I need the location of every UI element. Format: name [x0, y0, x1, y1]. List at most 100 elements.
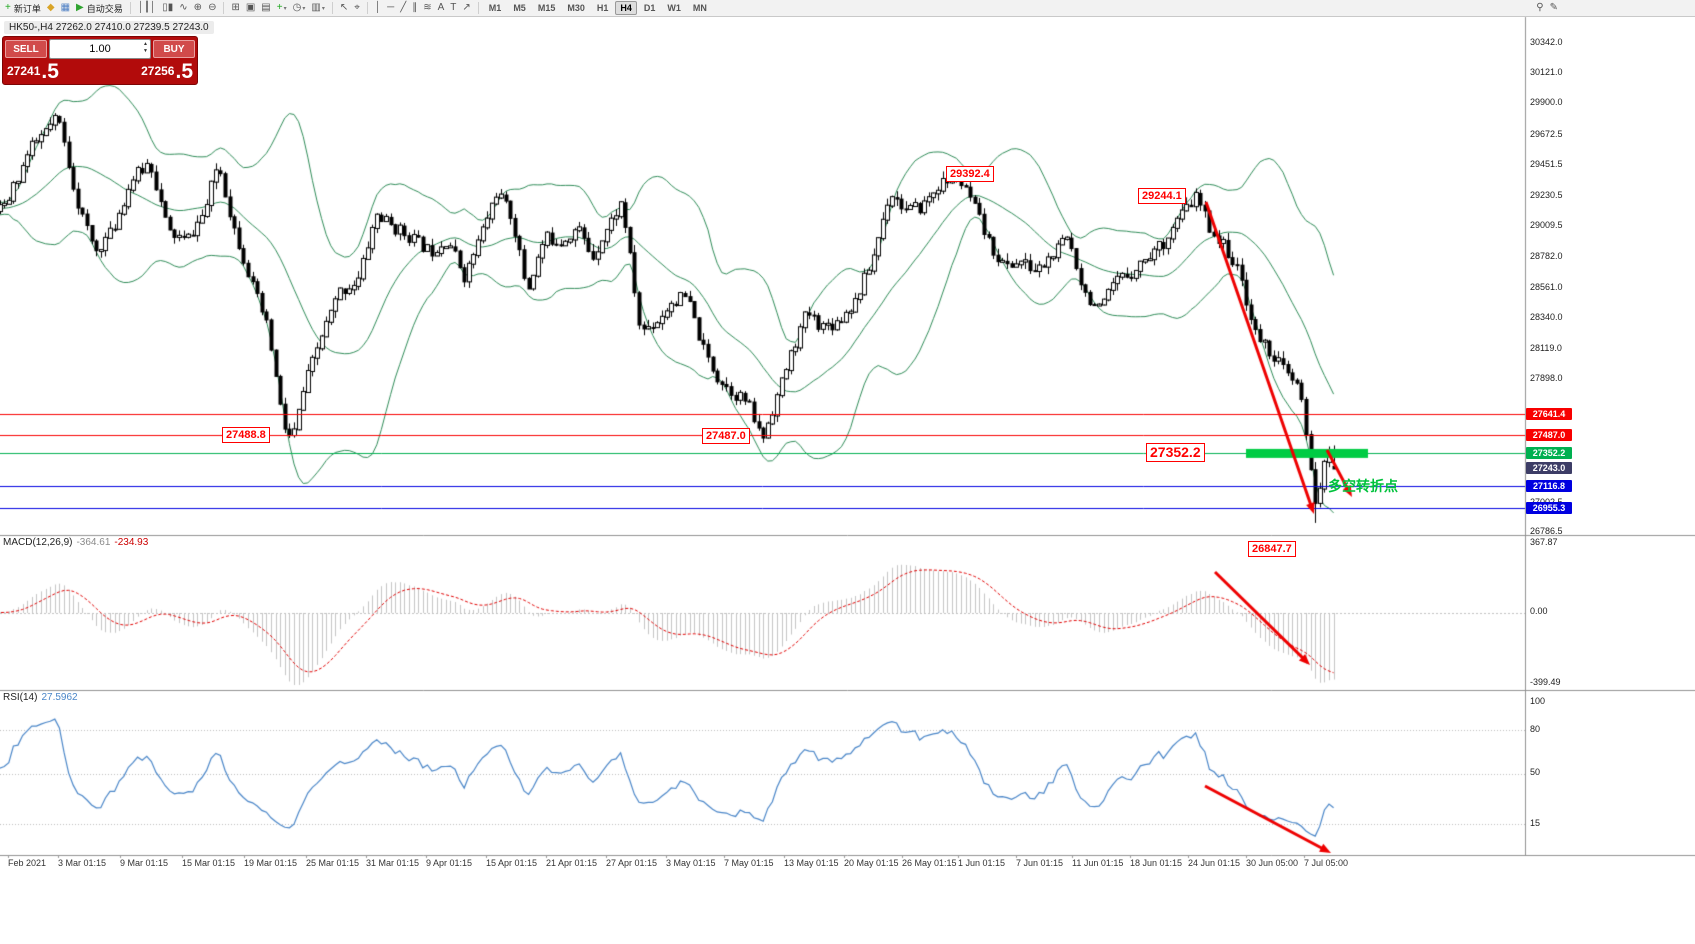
chart-ohlc-values: 27262.0 27410.0 27239.5 27243.0 — [55, 22, 209, 33]
toolbar-separator — [129, 2, 131, 14]
edit-icon: ✎ — [1549, 2, 1558, 13]
fibonacci-button[interactable]: ≋ — [420, 1, 434, 16]
line-chart-icon: ∿ — [179, 2, 188, 13]
cascade-windows-button[interactable]: ▤ — [258, 1, 273, 16]
period-icon: ◷ — [292, 2, 302, 13]
turning-point-note: 多空转折点 — [1328, 478, 1398, 494]
zoom-out-button[interactable]: ⊖ — [205, 1, 219, 16]
text-button[interactable]: A — [435, 1, 448, 16]
bar-chart-button[interactable]: │┃│ — [135, 1, 160, 16]
chart-symbol-period: HK50-,H4 — [9, 22, 53, 33]
timeframe-m30-button[interactable]: M30 — [567, 3, 585, 13]
one-click-trading-panel: SELL 1.00 ▲ ▼ BUY 27241 .5 27256 .5 — [2, 36, 198, 85]
timeframe-m5-button[interactable]: M5 — [513, 3, 526, 13]
search-icon: ⚲ — [1536, 2, 1544, 13]
timeframe-m15-button[interactable]: M15 — [537, 3, 556, 13]
search-button[interactable]: ⚲ — [1533, 1, 1546, 16]
timeframe-mn-button[interactable]: MN — [692, 3, 707, 13]
edit-button[interactable]: ✎ — [1547, 1, 1561, 16]
buy-price: 27256 .5 — [141, 60, 193, 82]
arrow-tool-button[interactable]: ↗ — [459, 1, 473, 16]
crosshair-icon: ⌖ — [354, 2, 360, 13]
macd-main-value: -364.61 — [76, 537, 111, 548]
toolbar-separator — [366, 2, 368, 14]
text-icon: A — [437, 2, 445, 13]
timeframe-m1-button[interactable]: M1 — [488, 3, 502, 13]
buy-button[interactable]: BUY — [153, 40, 195, 58]
timeframe-h4-button[interactable]: H4 — [615, 1, 637, 15]
sell-price-int: 27241 — [7, 64, 41, 78]
buy-price-int: 27256 — [141, 64, 175, 78]
candlestick-chart-icon: ▯▮ — [162, 2, 174, 13]
label-button[interactable]: T — [447, 1, 459, 16]
macd-indicator-label: MACD(12,26,9) -364.61 -234.93 — [3, 537, 148, 548]
autotrading-label: 自动交易 — [86, 3, 123, 14]
new-order-label: 新订单 — [13, 3, 41, 14]
line-chart-button[interactable]: ∿ — [176, 1, 190, 16]
price-axis[interactable] — [1525, 17, 1695, 855]
tile-windows-button[interactable]: ▣ — [243, 1, 258, 16]
toolbar-separator — [223, 2, 225, 14]
trendline-button[interactable]: ╱ — [397, 1, 409, 16]
timeframe-h1-button[interactable]: H1 — [596, 3, 609, 13]
zoom-in-icon: ⊕ — [193, 2, 203, 13]
cascade-windows-icon: ▤ — [261, 2, 271, 13]
volume-increase-button[interactable]: ▲ — [143, 41, 148, 47]
caret-down-icon: ▾ — [321, 5, 325, 12]
horizontal-line-icon: ─ — [387, 2, 395, 13]
macd-name: MACD(12,26,9) — [3, 537, 73, 548]
toolbar-separator — [331, 2, 333, 14]
candlestick-chart-button[interactable]: ▯▮ — [159, 1, 176, 16]
toolbar: + 新订单 ◆ ▦ ▶ 自动交易 │┃│ ▯▮ ∿ ⊕ ⊖ ⊞ ▣ ▤ + ▾ ◷ ▾ ▥ ▾ ↖ ⌖ │ ─ ╱ ∥ ≋ A T ↗ M1… — [0, 0, 1695, 17]
new-order-icon: + — [5, 2, 11, 13]
tile-windows-icon: ▣ — [245, 2, 256, 13]
channel-button[interactable]: ∥ — [409, 1, 420, 16]
terminal-button[interactable]: ▦ — [58, 1, 73, 16]
period-button[interactable]: ◷ ▾ — [290, 1, 309, 16]
grid-button[interactable]: ⊞ — [228, 1, 242, 16]
volume-stepper[interactable]: 1.00 ▲ ▼ — [49, 39, 151, 59]
caret-down-icon: ▾ — [302, 5, 306, 12]
trendline-icon: ╱ — [400, 2, 407, 13]
add-indicator-button[interactable]: + ▾ — [274, 1, 290, 16]
timeframe-d1-button[interactable]: D1 — [643, 3, 656, 13]
sell-price: 27241 .5 — [7, 60, 59, 82]
crosshair-button[interactable]: ⌖ — [351, 1, 363, 16]
timeframe-w1-button[interactable]: W1 — [667, 3, 681, 13]
time-axis[interactable] — [0, 855, 1525, 872]
volume-value: 1.00 — [89, 43, 111, 55]
template-button[interactable]: ▥ ▾ — [308, 1, 327, 16]
macd-signal-value: -234.93 — [114, 537, 149, 548]
horizontal-line-button[interactable]: ─ — [384, 1, 397, 16]
cursor-icon: ↖ — [339, 2, 349, 13]
zoom-out-icon: ⊖ — [208, 2, 217, 13]
sell-price-frac: .5 — [41, 60, 59, 83]
label-icon: T — [450, 2, 457, 13]
caret-down-icon: ▾ — [283, 5, 287, 12]
metaeditor-icon: ◆ — [46, 2, 55, 13]
cursor-button[interactable]: ↖ — [337, 1, 351, 16]
volume-decrease-button[interactable]: ▼ — [143, 48, 148, 54]
autotrading-button[interactable]: ▶ 自动交易 — [73, 1, 126, 16]
rsi-value: 27.5962 — [41, 692, 78, 703]
grid-icon: ⊞ — [231, 2, 240, 13]
autotrading-icon: ▶ — [76, 2, 84, 13]
metaeditor-button[interactable]: ◆ — [44, 1, 58, 16]
arrow-tool-icon: ↗ — [462, 2, 471, 13]
fibonacci-icon: ≋ — [423, 2, 432, 13]
toolbar-separator — [477, 2, 479, 14]
channel-icon: ∥ — [412, 2, 418, 13]
zoom-in-button[interactable]: ⊕ — [191, 1, 205, 16]
buy-price-frac: .5 — [175, 60, 193, 83]
bar-chart-icon: │┃│ — [137, 2, 157, 13]
add-indicator-icon: + — [276, 2, 283, 13]
sell-button[interactable]: SELL — [5, 40, 47, 58]
rsi-indicator-label: RSI(14) 27.5962 — [3, 692, 78, 703]
terminal-icon: ▦ — [60, 2, 71, 13]
new-order-button[interactable]: + 新订单 — [2, 1, 44, 16]
vertical-line-button[interactable]: │ — [372, 1, 384, 16]
rsi-name: RSI(14) — [3, 692, 38, 703]
template-icon: ▥ — [311, 2, 321, 13]
vertical-line-icon: │ — [374, 2, 382, 13]
